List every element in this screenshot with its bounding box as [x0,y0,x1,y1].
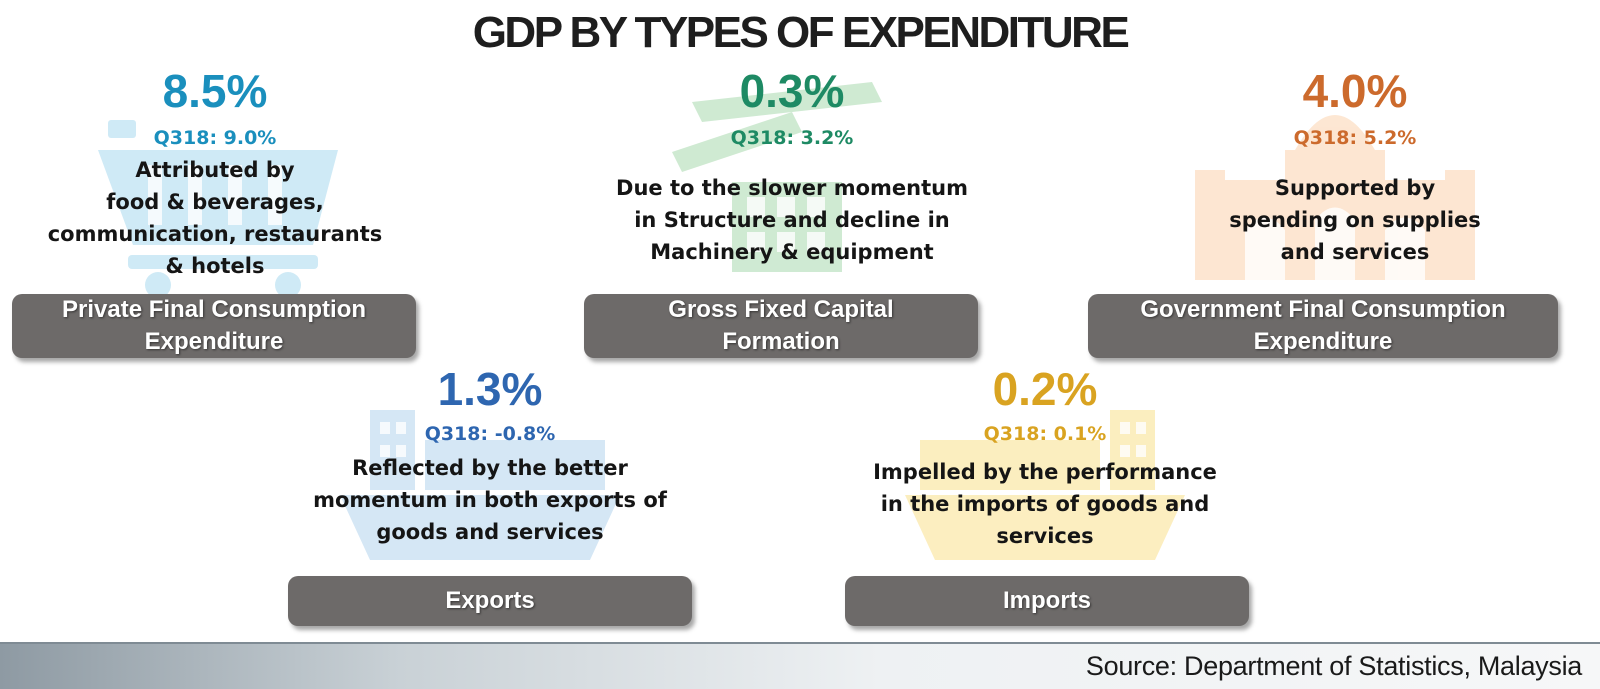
shopping-cart-icon [98,120,338,298]
growth-value: 1.3% [437,363,543,415]
growth-value: 4.0% [1302,65,1408,117]
category-label-exports: Exports [288,576,692,626]
panel-exports: 1.3% Q318: -0.8% Reflected by the better… [290,360,690,560]
description-line: in the imports of goods and [880,492,1210,516]
government-building-icon [1195,115,1475,280]
description-line: Impelled by the performance [873,460,1217,484]
description-line: & hotels [165,254,265,278]
label-line: Exports [445,587,535,614]
page-title: GDP BY TYPES OF EXPENDITURE [472,8,1130,57]
description: Reflected by the better momentum in both… [290,452,690,548]
previous-quarter-value: Q318: 0.1% [983,423,1107,445]
label-line: Imports [1002,587,1091,614]
description-line: food & beverages, [106,190,324,214]
construction-icon [672,82,882,272]
cargo-ship-icon [340,410,620,560]
growth-value: 0.2% [992,363,1098,415]
description: Supported by spending on supplies and se… [1150,172,1560,268]
description-line: Supported by [1274,176,1436,200]
label-line: Formation [722,328,840,355]
category-label-private-consumption: Private Final Consumption Expenditure [12,294,416,358]
previous-quarter-value: Q318: -0.8% [424,423,556,445]
description-line: services [996,524,1094,548]
description-line: Reflected by the better [352,456,628,480]
source-citation: Source: Department of Statistics, Malays… [1085,651,1582,681]
panel-government-consumption: 4.0% Q318: 5.2% Supported by spending on… [1150,60,1560,360]
previous-quarter-value: Q318: 5.2% [1293,127,1417,149]
panel-private-consumption: 8.5% Q318: 9.0% Attributed by food & bev… [0,60,430,360]
description-line: spending on supplies [1229,208,1481,232]
description-line: Machinery & equipment [650,240,934,264]
description-line: momentum in both exports of [313,488,667,512]
description-line: Due to the slower momentum [616,176,968,200]
description-line: in Structure and decline in [634,208,950,232]
description-line: communication, restaurants [47,222,383,246]
previous-quarter-value: Q318: 3.2% [730,127,854,149]
growth-value: 8.5% [162,65,268,117]
footer-bar [0,642,1600,689]
previous-quarter-value: Q318: 9.0% [153,127,277,149]
label-line: Expenditure [1253,328,1393,355]
description-line: Attributed by [135,158,295,182]
label-line: Private Final Consumption [61,296,367,323]
description-line: goods and services [376,520,604,544]
label-line: Gross Fixed Capital [668,296,894,323]
category-label-gross-fixed-capital: Gross Fixed Capital Formation [584,294,978,358]
footer-divider [0,642,1600,644]
category-label-government-consumption: Government Final Consumption Expenditure [1088,294,1558,358]
growth-value: 0.3% [739,65,845,117]
label-line: Government Final Consumption [1140,296,1506,323]
description: Attributed by food & beverages, communic… [0,154,430,282]
panel-gross-fixed-capital: 0.3% Q318: 3.2% Due to the slower moment… [587,60,997,360]
category-label-imports: Imports [845,576,1249,626]
cargo-ship-icon [905,410,1185,560]
description-line: and services [1280,240,1430,264]
description: Due to the slower momentum in Structure … [587,172,997,268]
panel-imports: 0.2% Q318: 0.1% Impelled by the performa… [845,360,1245,560]
label-line: Expenditure [144,328,284,355]
description: Impelled by the performance in the impor… [845,456,1245,552]
